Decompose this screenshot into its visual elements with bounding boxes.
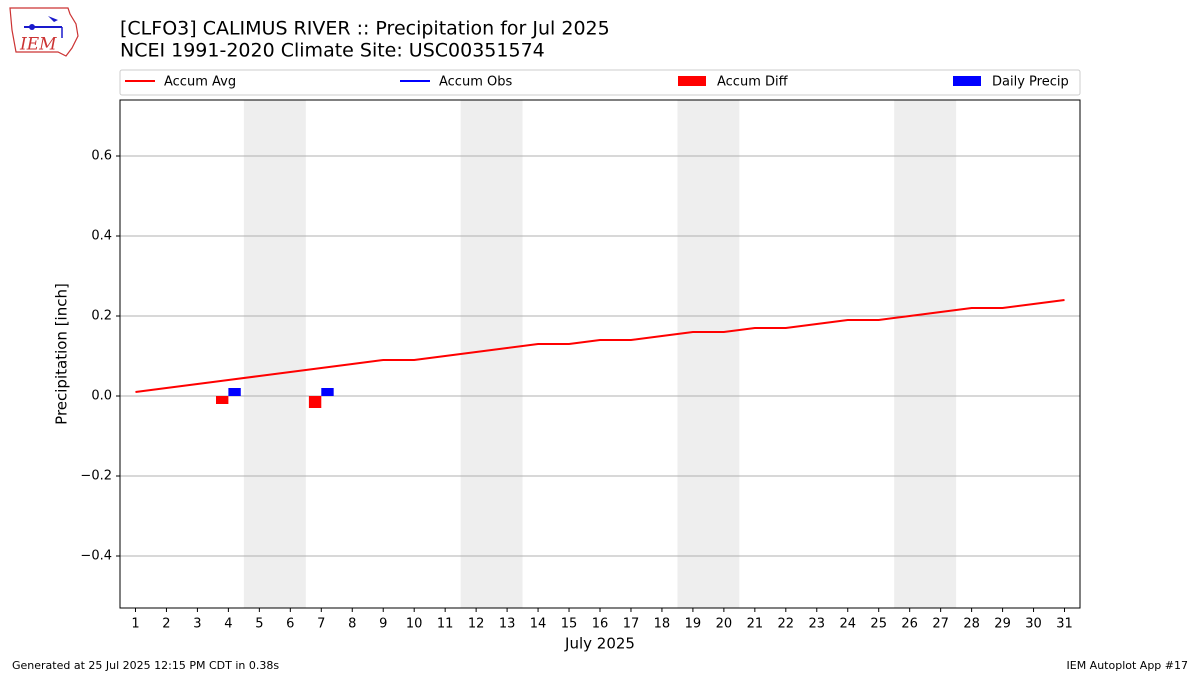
x-tick-label: 1 [131, 617, 139, 632]
bar [216, 396, 229, 404]
x-tick-label: 16 [592, 617, 609, 632]
weekend-band [677, 100, 740, 608]
x-tick-label: 13 [499, 617, 516, 632]
y-tick-label: 0.4 [91, 229, 112, 244]
x-tick-label: 18 [654, 617, 671, 632]
bar [321, 388, 334, 396]
bar [228, 388, 241, 396]
chart-title: [CLFO3] CALIMUS RIVER :: Precipitation f… [120, 18, 610, 40]
x-tick-label: 24 [839, 617, 856, 632]
x-tick-label: 23 [809, 617, 826, 632]
footer-left: Generated at 25 Jul 2025 12:15 PM CDT in… [12, 659, 279, 672]
y-tick-label: −0.2 [80, 469, 112, 484]
y-tick-label: −0.4 [80, 549, 112, 564]
weekend-band [460, 100, 523, 608]
x-tick-label: 4 [224, 617, 232, 632]
logo-text: IEM [19, 35, 57, 55]
y-tick-label: 0.6 [91, 149, 112, 164]
x-tick-label: 7 [317, 617, 325, 632]
x-tick-label: 31 [1056, 617, 1073, 632]
footer-right: IEM Autoplot App #17 [1067, 659, 1189, 672]
x-tick-label: 27 [932, 617, 949, 632]
legend-label: Accum Avg [164, 75, 236, 90]
chart-subtitle: NCEI 1991-2020 Climate Site: USC00351574 [120, 40, 545, 62]
x-tick-label: 22 [778, 617, 795, 632]
x-tick-label: 10 [406, 617, 423, 632]
x-tick-label: 15 [561, 617, 578, 632]
x-tick-label: 25 [870, 617, 887, 632]
x-tick-label: 14 [530, 617, 547, 632]
plot-frame [119, 99, 1081, 609]
x-tick-label: 20 [716, 617, 733, 632]
x-tick-label: 17 [623, 617, 640, 632]
x-tick-label: 19 [685, 617, 702, 632]
y-tick-label: 0.2 [91, 309, 112, 324]
x-tick-label: 5 [255, 617, 263, 632]
x-tick-label: 28 [963, 617, 980, 632]
x-tick-label: 26 [901, 617, 918, 632]
x-tick-label: 11 [437, 617, 454, 632]
logo: IEM [9, 7, 79, 57]
x-tick-label: 12 [468, 617, 485, 632]
x-tick-label: 29 [994, 617, 1011, 632]
series-line [135, 299, 1065, 393]
legend-label: Accum Diff [717, 75, 789, 90]
weekend-band [243, 100, 306, 608]
legend-label: Accum Obs [439, 75, 512, 90]
legend-label: Daily Precip [992, 75, 1069, 90]
x-tick-label: 2 [162, 617, 170, 632]
x-tick-label: 3 [193, 617, 201, 632]
x-tick-label: 6 [286, 617, 294, 632]
bar [308, 396, 322, 408]
legend [119, 69, 1081, 96]
y-tick-label: 0.0 [91, 389, 112, 404]
x-tick-label: 30 [1025, 617, 1042, 632]
x-tick-label: 9 [379, 617, 387, 632]
legend-swatch [678, 76, 706, 86]
legend-swatch [953, 76, 981, 86]
weekend-band [894, 100, 957, 608]
x-axis-label: July 2025 [564, 635, 635, 653]
y-axis-label: Precipitation [inch] [53, 283, 71, 425]
x-tick-label: 8 [348, 617, 356, 632]
x-tick-label: 21 [747, 617, 764, 632]
